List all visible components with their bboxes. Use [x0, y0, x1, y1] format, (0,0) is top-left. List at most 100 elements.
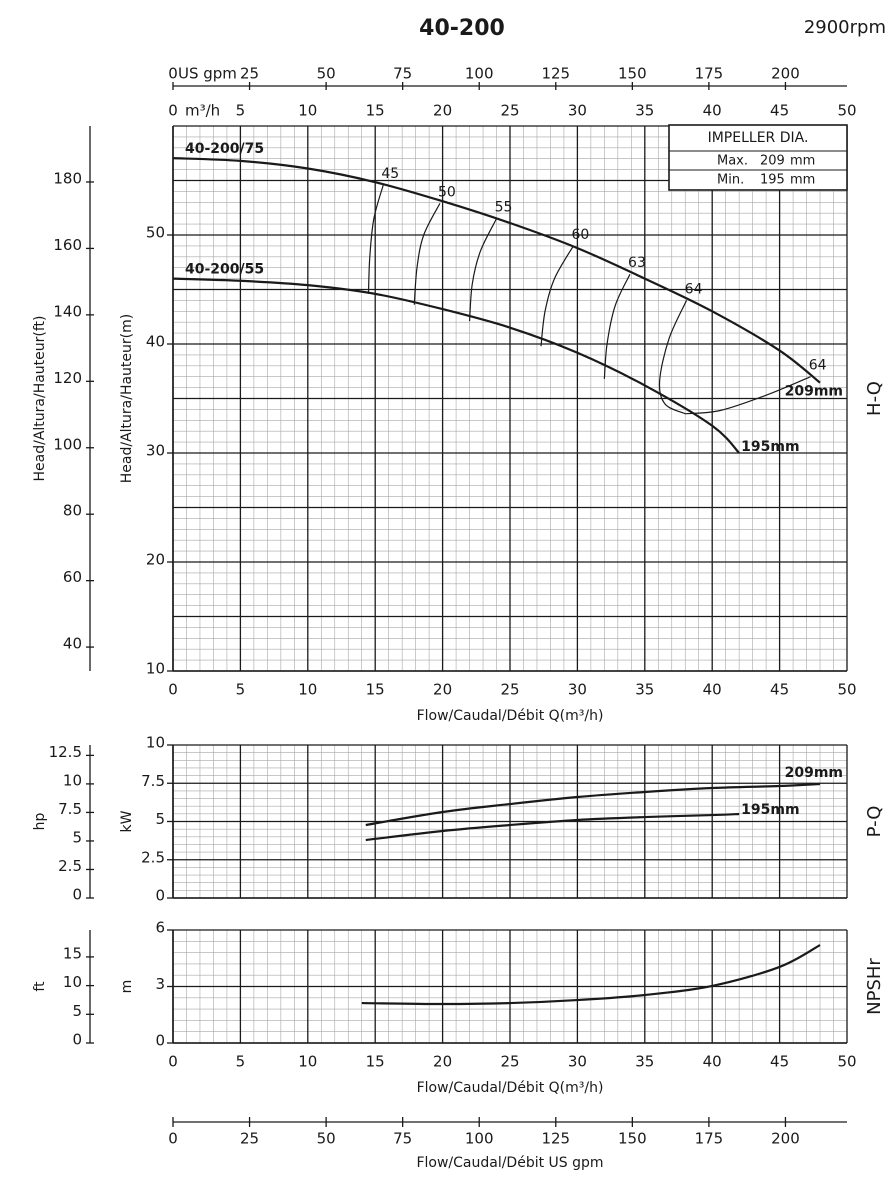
y-tick-label: 40 [146, 333, 165, 351]
x-top-tick-label: 10 [298, 102, 317, 120]
x-top-tick-label: 25 [500, 102, 519, 120]
x-tick-label: 40 [703, 1053, 722, 1071]
efficiency-curve [468, 218, 498, 322]
y-tick-label: 0 [155, 1032, 165, 1050]
x-tick-label: 25 [500, 681, 519, 699]
y2-tick-label: 0 [72, 1031, 82, 1049]
impeller-cell: mm [790, 173, 815, 188]
curve-label: 195mm [741, 439, 799, 455]
x2-tick-label: 0 [168, 65, 178, 83]
curve [172, 277, 740, 454]
curve [365, 812, 740, 842]
side-label: H-Q [864, 381, 885, 416]
y2-tick-label: 180 [53, 169, 82, 187]
x-top-tick-label: 30 [568, 102, 587, 120]
y-tick-label: 10 [146, 734, 165, 752]
x-tick-label: 0 [168, 681, 178, 699]
y2-axis-title: ft [32, 981, 48, 992]
x-tick-label: 30 [568, 1053, 587, 1071]
x-axis-title: Flow/Caudal/Débit US gpm [416, 1155, 603, 1171]
impeller-cell: Max. [717, 154, 748, 169]
y-tick-label: 7.5 [141, 772, 165, 790]
x2-tick-label: 100 [465, 65, 494, 83]
side-label: P-Q [864, 806, 885, 838]
x-tick-label: 35 [635, 1053, 654, 1071]
impeller-cell: 195 [760, 173, 785, 188]
curve-name: 40-200/75 [185, 141, 264, 157]
efficiency-label: 60 [571, 227, 589, 243]
y2-tick-label: 40 [63, 635, 82, 653]
x-tick-label: 20 [433, 1053, 452, 1071]
x-tick-label: 25 [240, 1130, 259, 1148]
x-tick-label: 150 [618, 1130, 647, 1148]
x-tick-label: 20 [433, 681, 452, 699]
x2-tick-label: 25 [240, 65, 259, 83]
x-tick-label: 125 [541, 1130, 570, 1148]
curve-label: 209mm [785, 384, 843, 400]
x-top-tick-label: 40 [703, 102, 722, 120]
x2-tick-label: 125 [541, 65, 570, 83]
efficiency-label: 64 [809, 358, 827, 374]
efficiency-curve [603, 273, 631, 379]
x2-tick-label: 75 [393, 65, 412, 83]
impeller-cell: Min. [717, 173, 744, 188]
y-tick-label: 5 [155, 810, 165, 828]
x2-tick-label: 200 [771, 65, 800, 83]
x-axis-title: Flow/Caudal/Débit Q(m³/h) [417, 1080, 604, 1096]
x-top-tick-label: 45 [770, 102, 789, 120]
efficiency-label: 55 [495, 200, 513, 216]
y-tick-label: 6 [155, 919, 165, 937]
x2-tick-label: 150 [618, 65, 647, 83]
x-top-tick-label: 50 [837, 102, 856, 120]
curve-name: 40-200/55 [185, 262, 264, 278]
x-tick-label: 0 [168, 1053, 178, 1071]
y-tick-label: 2.5 [141, 848, 165, 866]
x-top-tick-label: 0 [168, 102, 178, 120]
y2-tick-label: 5 [72, 828, 82, 846]
x-tick-label: 175 [695, 1130, 724, 1148]
curve [365, 782, 821, 827]
x-tick-label: 5 [236, 1053, 246, 1071]
x-top-tick-label: 35 [635, 102, 654, 120]
x-tick-label: 45 [770, 681, 789, 699]
x-tick-label: 15 [366, 1053, 385, 1071]
x2-tick-label: 50 [317, 65, 336, 83]
y-tick-label: 20 [146, 551, 165, 569]
x2-unit: US gpm [178, 65, 237, 83]
x-tick-label: 10 [298, 1053, 317, 1071]
efficiency-curve [658, 300, 688, 415]
y-axis-title: Head/Altura/Hauteur(m) [119, 314, 135, 483]
y2-axis-title: hp [32, 813, 48, 831]
x-top-tick-label: 20 [433, 102, 452, 120]
y2-tick-label: 10 [63, 973, 82, 991]
curve [361, 944, 821, 1006]
y2-tick-label: 10 [63, 771, 82, 789]
y2-axis-title: Head/Altura/Hauteur(ft) [32, 315, 48, 481]
x-tick-label: 25 [500, 1053, 519, 1071]
efficiency-label: 45 [381, 166, 399, 182]
efficiency-curve [413, 203, 441, 305]
x-top-tick-label: 5 [236, 102, 246, 120]
x-top-tick-label: 15 [366, 102, 385, 120]
x-tick-label: 0 [168, 1130, 178, 1148]
y2-tick-label: 12.5 [49, 743, 82, 761]
x-tick-label: 15 [366, 681, 385, 699]
y2-tick-label: 15 [63, 944, 82, 962]
x-tick-label: 10 [298, 681, 317, 699]
curve-label: 209mm [785, 765, 843, 781]
x-tick-label: 100 [465, 1130, 494, 1148]
x-tick-label: 50 [317, 1130, 336, 1148]
x-tick-label: 50 [837, 1053, 856, 1071]
x-tick-label: 35 [635, 681, 654, 699]
x-tick-label: 45 [770, 1053, 789, 1071]
y2-tick-label: 60 [63, 568, 82, 586]
y-tick-label: 50 [146, 224, 165, 242]
impeller-box [668, 124, 848, 191]
efficiency-label: 63 [628, 255, 646, 271]
curve [172, 157, 821, 384]
x-tick-label: 75 [393, 1130, 412, 1148]
x-tick-label: 40 [703, 681, 722, 699]
x2-tick-label: 175 [695, 65, 724, 83]
y2-tick-label: 5 [72, 1002, 82, 1020]
